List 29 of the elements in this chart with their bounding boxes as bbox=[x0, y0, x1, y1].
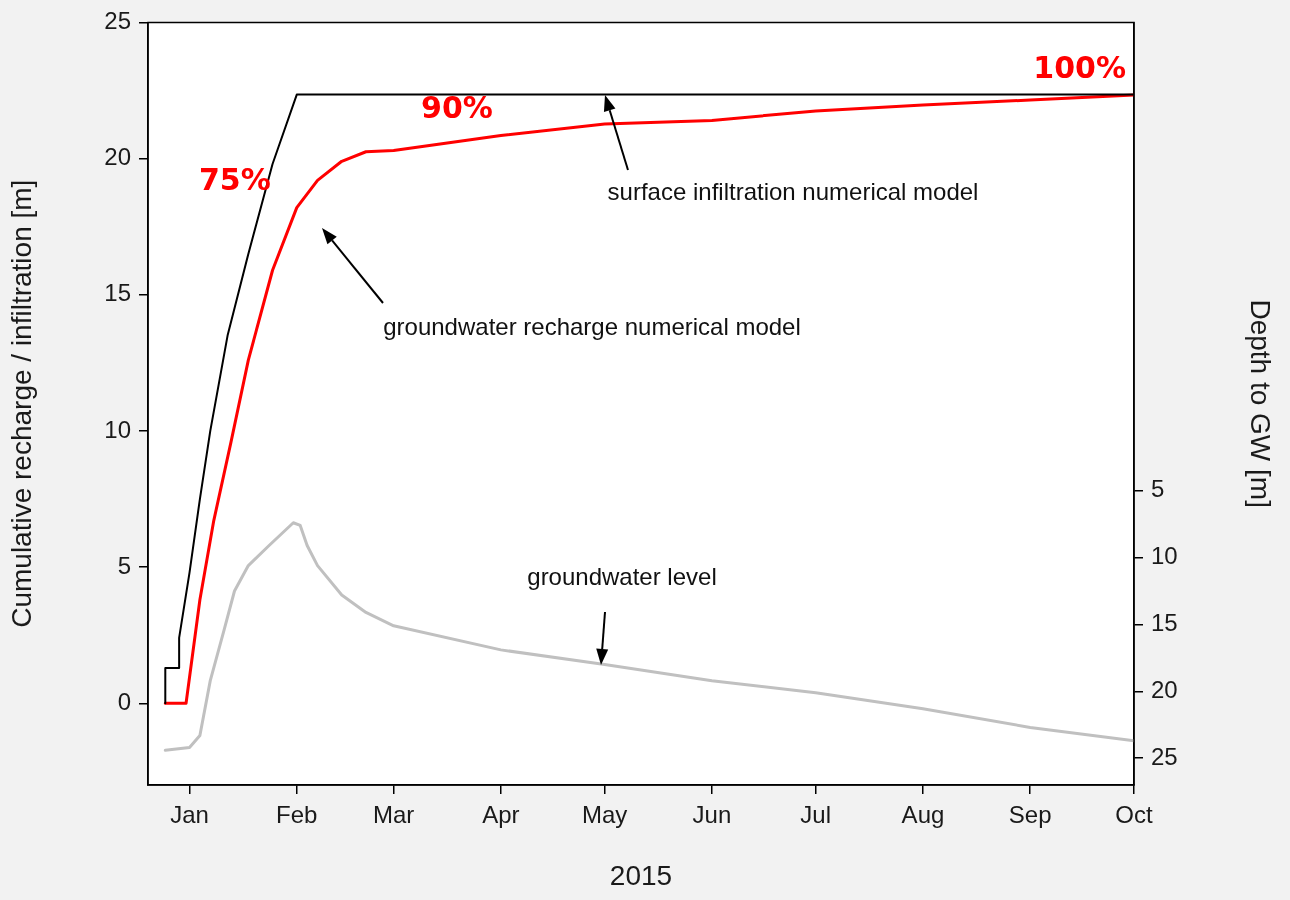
x-tick-label: Jul bbox=[800, 801, 832, 829]
y-tick-label: 5 bbox=[117, 551, 131, 579]
annotation: 90% bbox=[421, 90, 493, 126]
annotation: groundwater recharge numerical model bbox=[383, 312, 801, 340]
y2-tick-label: 20 bbox=[1151, 675, 1178, 703]
y-axis-title: Cumulative recharge / infiltration [m] bbox=[5, 179, 37, 628]
x-tick-label: Mar bbox=[372, 801, 415, 829]
y2-tick-label: 10 bbox=[1151, 542, 1178, 570]
annotation: groundwater level bbox=[527, 562, 717, 590]
y2-tick-label: 5 bbox=[1151, 475, 1165, 503]
x-tick-label: Aug bbox=[901, 801, 945, 829]
y2-tick-label: 25 bbox=[1151, 742, 1178, 770]
y-tick-label: 10 bbox=[104, 415, 131, 443]
x-tick-label: Sep bbox=[1008, 801, 1052, 829]
x-tick-label: Jan bbox=[170, 801, 209, 829]
y2-axis-title: Depth to GW [m] bbox=[1245, 299, 1277, 508]
annotation: surface infiltration numerical model bbox=[607, 177, 979, 205]
x-tick-label: Jun bbox=[692, 801, 732, 829]
y-tick-label: 20 bbox=[104, 143, 131, 171]
x-tick-label: Oct bbox=[1115, 801, 1153, 829]
x-tick-label: Feb bbox=[276, 801, 318, 829]
x-axis-title: 2015 bbox=[609, 859, 673, 891]
y2-tick-label: 15 bbox=[1151, 609, 1178, 637]
x-tick-label: May bbox=[582, 801, 628, 829]
y-tick-label: 25 bbox=[104, 7, 131, 35]
annotation: 100% bbox=[1033, 49, 1126, 85]
x-tick-label: Apr bbox=[482, 801, 520, 829]
y-tick-label: 0 bbox=[117, 687, 131, 715]
y-tick-label: 15 bbox=[104, 279, 131, 307]
